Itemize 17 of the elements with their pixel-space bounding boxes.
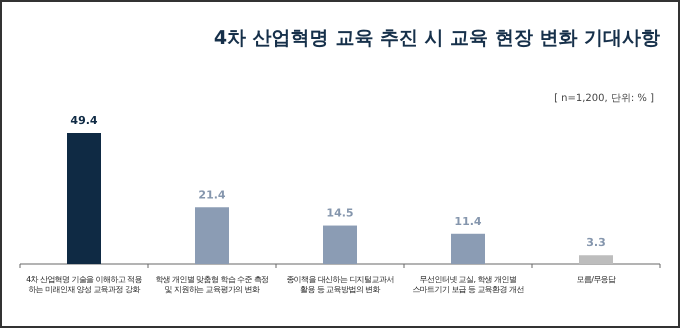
data-label: 49.4 [70, 114, 98, 127]
text: [ n=1,200, 단위: % ] [554, 93, 654, 104]
bar [451, 234, 485, 264]
x-tick-label: 모름/무응답 [576, 275, 616, 284]
x-tick-label: 종이책을 대신하는 디지털교과서 활용 등 교육방법의 변화 [286, 275, 394, 294]
x-tick-label: 4차 산업혁명 기술을 이해하고 적용 하는 미래인재 양성 교육과정 강화 [26, 275, 143, 294]
x-tick-label: 무선인터넷 교실, 학생 개인별 스마트기기 보급 등 교육환경 개선 [412, 275, 524, 294]
data-label: 3.3 [586, 236, 606, 250]
data-label: 14.5 [326, 206, 354, 220]
data-label: 21.4 [198, 188, 226, 202]
x-tick-label: 학생 개인별 맞춤형 학습 수준 측정 및 지원하는 교육평가의 변화 [155, 275, 269, 294]
bar [195, 207, 229, 264]
bar [579, 255, 613, 264]
chart-title: 4차 산업혁명 교육 추진 시 교육 현장 변화 기대사항 [214, 27, 660, 49]
data-label: 11.4 [454, 214, 482, 228]
bar [67, 133, 101, 264]
bar [323, 226, 357, 264]
